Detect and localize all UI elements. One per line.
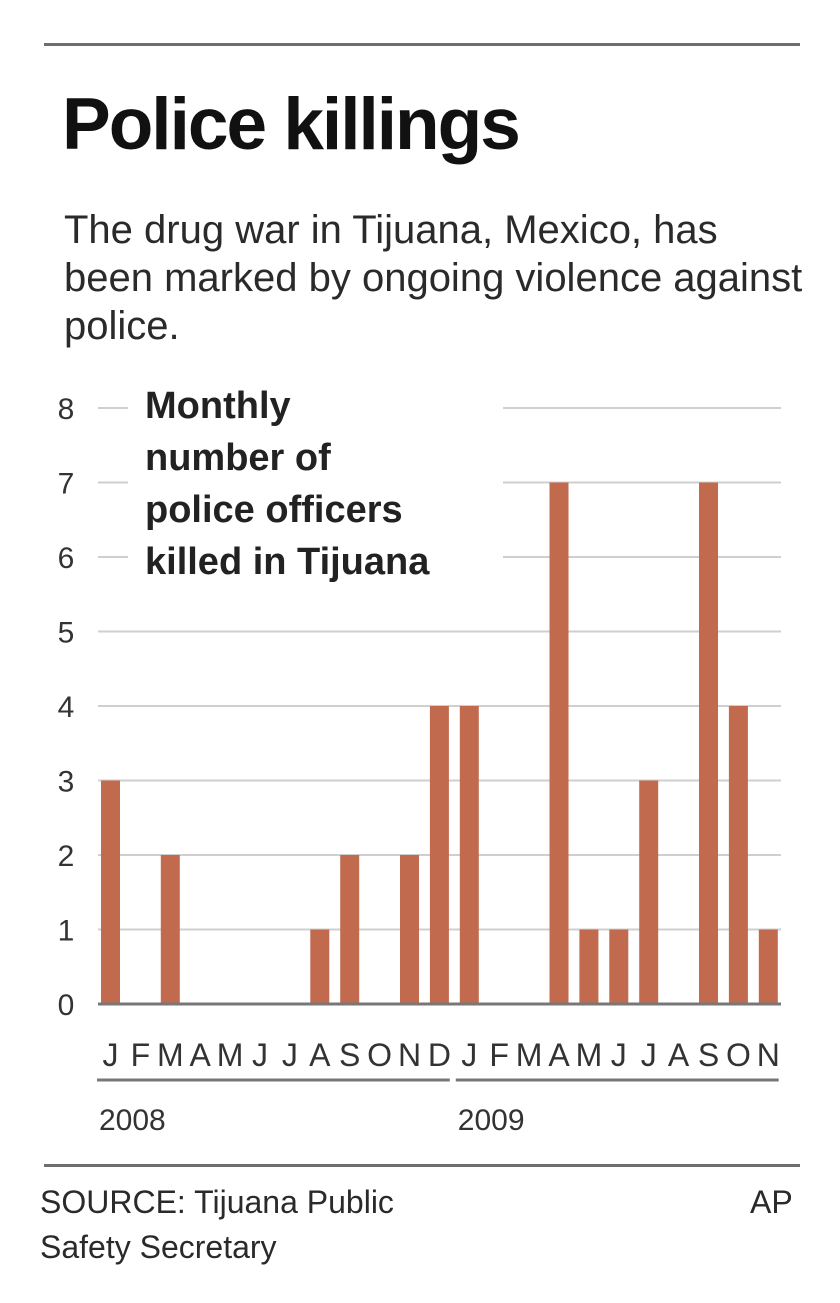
bar	[549, 482, 569, 1004]
bar	[459, 706, 479, 1004]
x-tick-label: A	[548, 1037, 570, 1073]
x-tick-label: M	[157, 1037, 184, 1073]
chart-inner-title-line: Monthly	[145, 385, 291, 427]
y-tick-label: 1	[58, 915, 75, 948]
bar	[639, 780, 659, 1004]
bar	[310, 929, 330, 1004]
x-tick-label: J	[461, 1037, 477, 1073]
year-label: 2008	[99, 1104, 166, 1137]
x-tick-label: O	[367, 1037, 392, 1073]
chart-inner-title-line: number of	[145, 437, 331, 479]
source-line-1: SOURCE: Tijuana Public	[40, 1184, 394, 1220]
y-tick-label: 0	[58, 989, 75, 1022]
x-tick-label: N	[757, 1037, 780, 1073]
chart-subtitle: The drug war in Tijuana, Mexico, has bee…	[64, 208, 803, 348]
bar	[699, 482, 718, 1004]
y-tick-label: 5	[58, 617, 75, 650]
credit-label: AP	[750, 1184, 793, 1220]
x-tick-label: J	[103, 1037, 119, 1073]
x-tick-label: D	[428, 1037, 451, 1073]
chart-title-backdrop	[128, 378, 503, 600]
year-label: 2009	[458, 1104, 525, 1137]
source-line-2: Safety Secretary	[40, 1229, 277, 1265]
bar	[160, 855, 180, 1004]
x-tick-label: J	[611, 1037, 627, 1073]
x-tick-label: A	[309, 1037, 331, 1073]
y-tick-label: 2	[58, 840, 75, 873]
x-tick-label: N	[398, 1037, 421, 1073]
y-tick-label: 8	[58, 393, 75, 426]
x-tick-label: S	[698, 1037, 719, 1073]
x-tick-label: J	[282, 1037, 298, 1073]
x-tick-label: J	[641, 1037, 657, 1073]
bar	[579, 929, 599, 1004]
x-tick-label: F	[489, 1037, 509, 1073]
x-tick-label: O	[726, 1037, 751, 1073]
bar	[101, 780, 120, 1004]
x-tick-label: M	[576, 1037, 603, 1073]
y-tick-label: 7	[58, 468, 75, 501]
bar	[429, 706, 449, 1004]
y-tick-label: 4	[58, 691, 75, 724]
bottom-rule	[44, 1164, 800, 1167]
x-tick-label: J	[252, 1037, 268, 1073]
x-tick-label: M	[516, 1037, 543, 1073]
bar	[758, 929, 778, 1004]
chart-title: Police killings	[62, 84, 521, 165]
chart-inner-title-line: killed in Tijuana	[145, 541, 430, 583]
x-tick-label: F	[131, 1037, 151, 1073]
x-tick-label: A	[190, 1037, 212, 1073]
x-tick-label: M	[217, 1037, 244, 1073]
x-tick-label: S	[339, 1037, 360, 1073]
bar	[609, 929, 629, 1004]
chart-inner-title-line: police officers	[145, 489, 403, 531]
source-note: SOURCE: Tijuana Public Safety Secretary	[40, 1180, 394, 1270]
bar	[340, 855, 360, 1004]
y-tick-label: 3	[58, 766, 75, 799]
top-rule	[44, 43, 800, 46]
x-tick-label: A	[668, 1037, 690, 1073]
bar	[400, 855, 419, 1004]
y-tick-label: 6	[58, 542, 75, 575]
bar	[728, 706, 748, 1004]
